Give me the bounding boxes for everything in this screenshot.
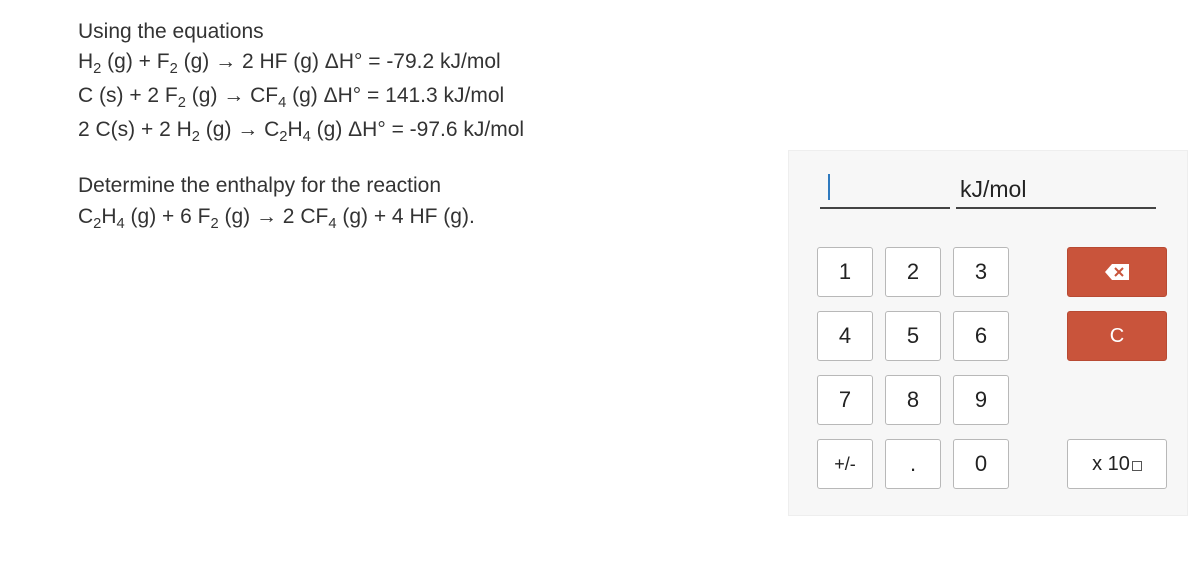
unit-label: kJ/mol (956, 176, 1156, 209)
key-2[interactable]: 2 (885, 247, 941, 297)
key-9[interactable]: 9 (953, 375, 1009, 425)
key-0[interactable]: 0 (953, 439, 1009, 489)
key-sign[interactable]: +/- (817, 439, 873, 489)
side-spacer (1067, 375, 1167, 425)
key-4[interactable]: 4 (817, 311, 873, 361)
exponent-label: x 10 (1092, 453, 1130, 476)
key-dot[interactable]: . (885, 439, 941, 489)
key-3[interactable]: 3 (953, 247, 1009, 297)
backspace-button[interactable] (1067, 247, 1167, 297)
clear-button[interactable]: C (1067, 311, 1167, 361)
equation-2: C (s) + 2 F2 (g) → CF4 (g) ΔH° = 141.3 k… (78, 82, 758, 114)
key-1[interactable]: 1 (817, 247, 873, 297)
key-6[interactable]: 6 (953, 311, 1009, 361)
equation-3: 2 C(s) + 2 H2 (g) → C2H4 (g) ΔH° = -97.6… (78, 116, 758, 148)
key-8[interactable]: 8 (885, 375, 941, 425)
question-text: Using the equations H2 (g) + F2 (g) → 2 … (78, 18, 758, 237)
prompt-line: Determine the enthalpy for the reaction (78, 172, 758, 200)
backspace-icon (1104, 263, 1130, 281)
equation-1: H2 (g) + F2 (g) → 2 HF (g) ΔH° = -79.2 k… (78, 48, 758, 80)
key-7[interactable]: 7 (817, 375, 873, 425)
intro-line: Using the equations (78, 18, 758, 46)
target-reaction: C2H4 (g) + 6 F2 (g) → 2 CF4 (g) + 4 HF (… (78, 203, 758, 235)
answer-panel: kJ/mol 1 2 3 4 5 6 7 8 9 +/- . 0 (788, 150, 1188, 516)
key-5[interactable]: 5 (885, 311, 941, 361)
exponent-box-icon (1132, 461, 1142, 471)
keypad: 1 2 3 4 5 6 7 8 9 +/- . 0 (807, 247, 1169, 489)
exponent-button[interactable]: x 10 (1067, 439, 1167, 489)
answer-input[interactable] (820, 171, 950, 209)
answer-line: kJ/mol (807, 171, 1169, 209)
text-cursor (828, 174, 830, 200)
